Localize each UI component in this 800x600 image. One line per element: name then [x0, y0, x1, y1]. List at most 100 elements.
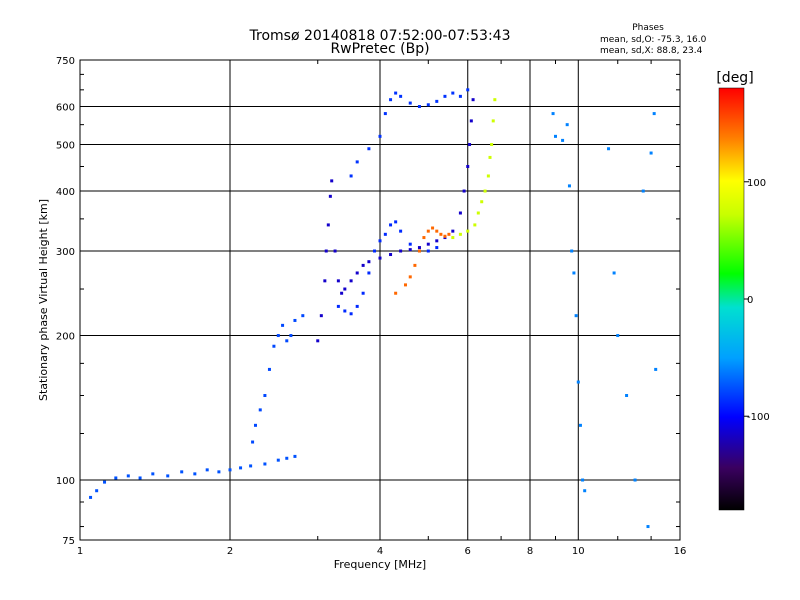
echo-point [349, 174, 353, 178]
echo-point [652, 112, 656, 116]
x-tick-label: 16 [674, 546, 687, 557]
echo-point [399, 229, 403, 233]
grid [80, 60, 680, 540]
colorbar-label: [deg] [716, 70, 753, 86]
echo-point [616, 334, 620, 338]
echo-point [166, 474, 170, 478]
x-tick-label: 6 [465, 546, 471, 557]
echo-point [383, 112, 387, 116]
echo-point [607, 147, 611, 151]
echo-point [473, 223, 477, 227]
echo-point [138, 476, 142, 480]
echo-point [228, 468, 232, 472]
echo-point [180, 470, 184, 474]
echo-point [285, 339, 289, 343]
echo-point [451, 236, 455, 240]
echo-point [378, 134, 382, 138]
echo-point [572, 271, 576, 275]
echo-point [422, 236, 426, 240]
echo-point [293, 454, 297, 458]
echo-point [355, 271, 359, 275]
echo-point [263, 462, 267, 466]
echo-point [426, 249, 430, 253]
colorbar [718, 87, 745, 511]
echo-point [451, 91, 455, 95]
echo-point [114, 476, 118, 480]
echo-point [431, 226, 435, 230]
echo-point [378, 239, 382, 243]
echo-point [468, 143, 472, 147]
echo-point [480, 200, 484, 204]
phase-info-title: Phases [632, 23, 664, 33]
echo-point [408, 275, 412, 279]
echo-point [394, 91, 398, 95]
y-tick-label: 600 [56, 103, 75, 114]
axis-ticks: 1 2 4 6 8 10 16 75 100 200 300 400 500 600 750 [56, 56, 686, 557]
echo-point [333, 249, 337, 253]
echo-point [367, 147, 371, 151]
echo-point [301, 314, 305, 318]
echo-point [486, 174, 490, 178]
x-tick-label: 2 [227, 546, 233, 557]
echo-point [561, 138, 565, 142]
echo-point [272, 344, 276, 348]
echo-point [458, 232, 462, 236]
series-group [89, 454, 297, 499]
echo-point [417, 105, 421, 109]
series-group [316, 98, 475, 343]
echo-point [324, 249, 328, 253]
echo-point [289, 334, 293, 338]
echo-point [378, 256, 382, 260]
echo-point [217, 470, 221, 474]
colorbar-tick-label: 100 [747, 178, 766, 189]
echo-point [399, 94, 403, 98]
chart-title: Tromsø 20140818 07:52:00-07:53:43 [249, 28, 511, 44]
echo-point [625, 394, 629, 398]
echo-point [447, 232, 451, 236]
colorbar-ticks: 100 0 -100 [744, 178, 770, 423]
echo-point [276, 334, 280, 338]
echo-point [612, 271, 616, 275]
echo-point [316, 339, 320, 343]
echo-point [408, 248, 412, 252]
echo-point [349, 279, 353, 283]
echo-point [373, 249, 377, 253]
echo-point [394, 220, 398, 224]
echo-point [476, 211, 480, 215]
echo-point [285, 456, 289, 460]
echo-point [491, 119, 495, 123]
echo-point [281, 323, 285, 327]
echo-point [641, 189, 645, 193]
echo-point [328, 194, 332, 198]
echo-point [336, 304, 340, 308]
echo-point [408, 242, 412, 246]
echo-point [581, 478, 585, 482]
echo-point [293, 318, 297, 322]
echo-point [239, 466, 243, 470]
echo-point [417, 246, 421, 250]
echo-point [426, 229, 430, 233]
echo-point [413, 263, 417, 267]
echo-point [355, 160, 359, 164]
echo-point [633, 478, 637, 482]
echo-point [403, 283, 407, 287]
echo-point [435, 246, 439, 250]
echo-point [458, 211, 462, 215]
y-tick-label: 750 [56, 56, 75, 67]
echo-point [126, 474, 130, 478]
echo-point [551, 112, 555, 116]
echo-point [469, 119, 473, 123]
echo-point [361, 291, 365, 295]
data-points [89, 88, 658, 529]
echo-point [330, 179, 334, 183]
echo-point [578, 423, 582, 427]
echo-point [417, 249, 421, 253]
series-group [349, 88, 470, 178]
y-tick-label: 200 [56, 332, 75, 343]
echo-point [483, 189, 487, 193]
y-tick-label: 75 [62, 536, 75, 547]
echo-point [649, 151, 653, 155]
x-tick-label: 10 [572, 546, 585, 557]
echo-point [443, 94, 447, 98]
